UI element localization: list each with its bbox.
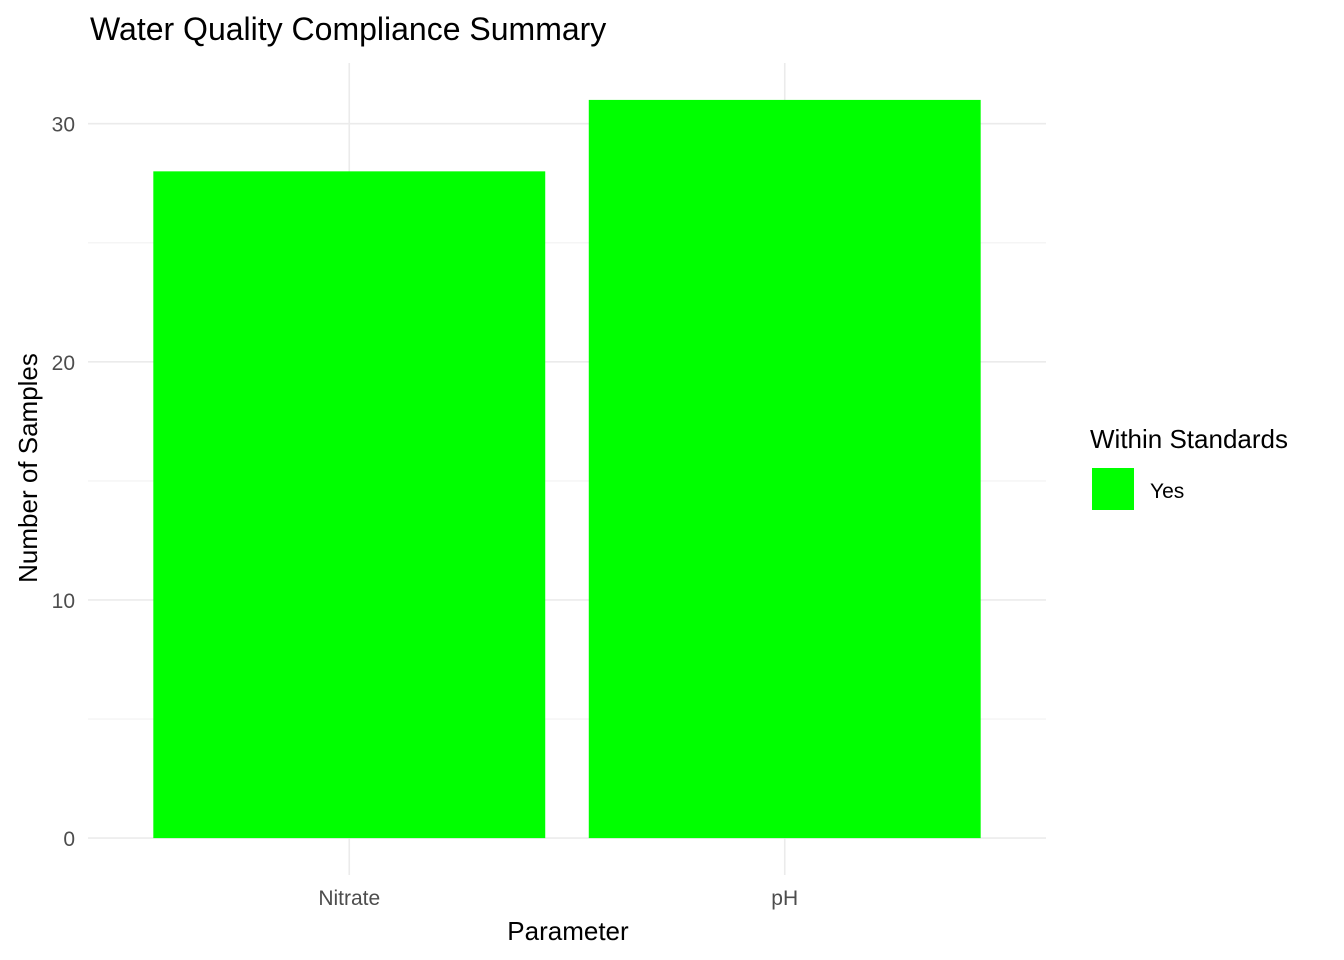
- x-axis-tick-labels: Nitrate pH: [318, 887, 798, 910]
- legend-key-yes: [1092, 468, 1134, 510]
- y-tick-label: 0: [63, 828, 75, 851]
- bar-nitrate: [153, 171, 546, 839]
- x-tick-label: pH: [771, 887, 798, 910]
- bar-ph: [588, 99, 981, 839]
- chart-title: Water Quality Compliance Summary: [90, 11, 606, 47]
- y-tick-label: 10: [52, 590, 75, 613]
- y-tick-label: 30: [52, 114, 75, 137]
- y-tick-label: 20: [52, 352, 75, 375]
- x-tick-label: Nitrate: [318, 887, 380, 910]
- plot-panel: [88, 63, 1046, 875]
- y-axis-tick-labels: 0 10 20 30: [52, 114, 75, 851]
- y-axis-title: Number of Samples: [13, 353, 43, 583]
- legend-label-yes: Yes: [1150, 480, 1184, 503]
- bars: [153, 99, 981, 839]
- legend-title: Within Standards: [1090, 424, 1288, 454]
- x-axis-title: Parameter: [507, 916, 629, 946]
- legend: Within Standards Yes: [1090, 424, 1288, 510]
